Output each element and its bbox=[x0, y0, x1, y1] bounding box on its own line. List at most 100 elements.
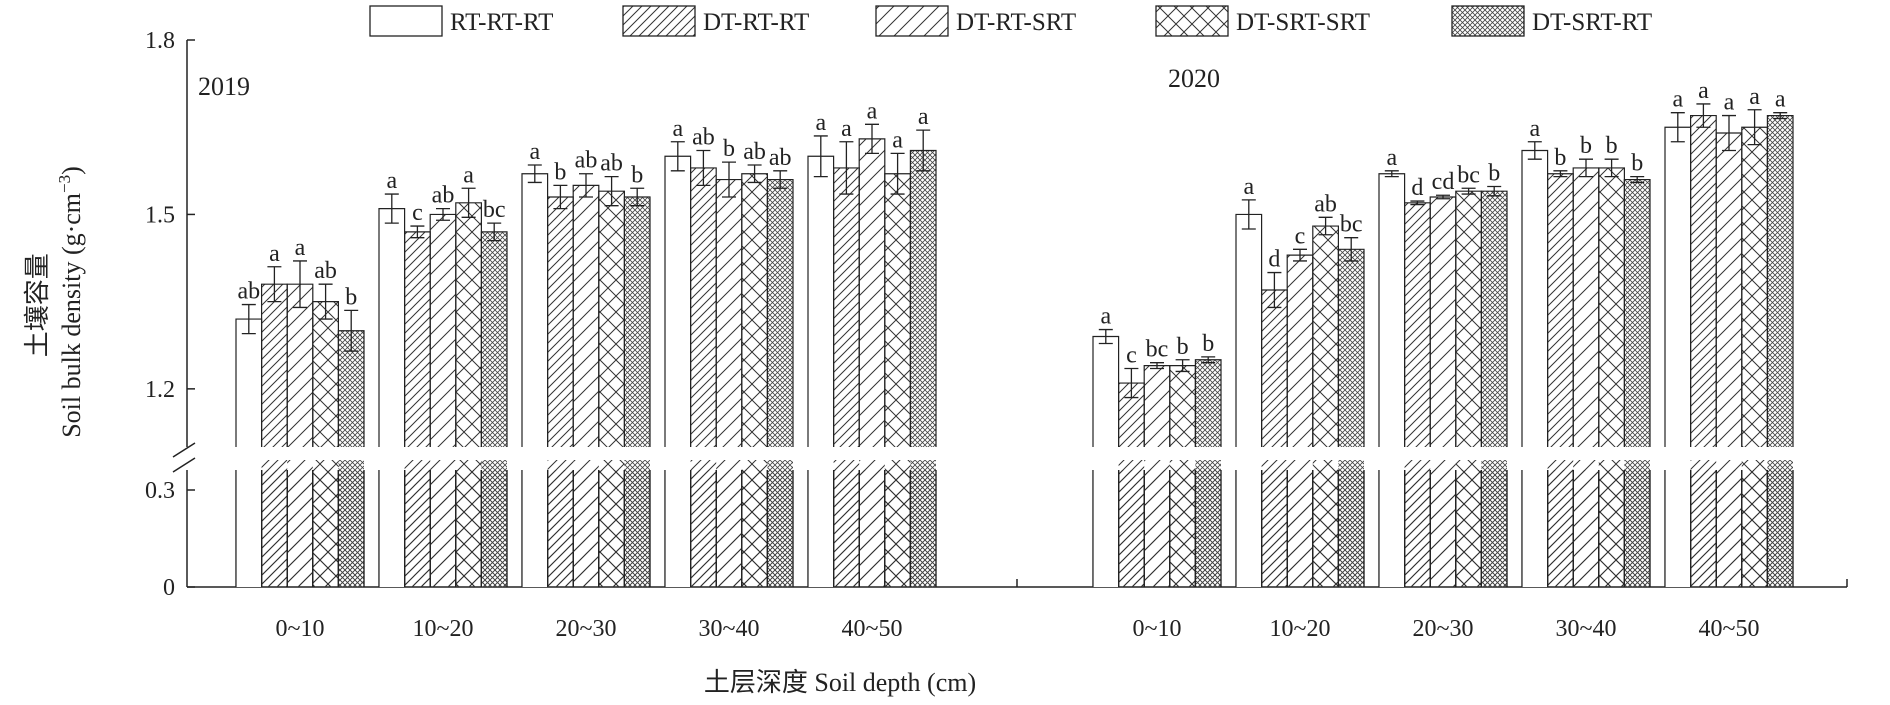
error-bar bbox=[1722, 114, 1736, 152]
significance-letter: b bbox=[1554, 145, 1566, 171]
bar-lower bbox=[573, 470, 599, 587]
significance-letter: d bbox=[1411, 175, 1423, 201]
y-axis-title-en: Soil bulk density (g·cm−3) bbox=[55, 166, 86, 438]
legend-label: DT-SRT-SRT bbox=[1236, 9, 1370, 36]
bar-upper bbox=[833, 167, 860, 447]
significance-letter: a bbox=[918, 104, 929, 130]
bar-lower bbox=[833, 470, 860, 587]
error-bar bbox=[1124, 367, 1139, 399]
bar-lower bbox=[1287, 470, 1313, 587]
x-tick-label: 30~40 bbox=[699, 616, 760, 642]
bar-lower bbox=[741, 470, 768, 587]
error-bar bbox=[267, 266, 282, 303]
bar-lower bbox=[859, 470, 885, 587]
significance-letter: ab bbox=[743, 139, 766, 165]
significance-letter: a bbox=[867, 98, 878, 124]
bar-upper bbox=[1261, 290, 1288, 447]
error-bar bbox=[410, 225, 425, 239]
error-bar bbox=[1436, 194, 1450, 200]
bar-lower-outline bbox=[1623, 470, 1651, 587]
bar-upper bbox=[767, 179, 793, 448]
bar-upper bbox=[287, 284, 313, 447]
legend-label: DT-SRT-RT bbox=[1532, 9, 1652, 36]
significance-letter: ab bbox=[692, 124, 715, 150]
error-bar bbox=[1553, 170, 1568, 178]
bar-upper bbox=[665, 156, 691, 448]
x-tick-label: 10~20 bbox=[1270, 616, 1331, 642]
x-tick-label: 10~20 bbox=[413, 616, 474, 642]
error-bar bbox=[579, 173, 593, 198]
bar-upper bbox=[1195, 359, 1221, 447]
significance-letter: a bbox=[1386, 145, 1397, 171]
error-bar bbox=[813, 135, 828, 178]
bar-lower-outline bbox=[766, 470, 794, 587]
bar-lower-outline bbox=[1194, 470, 1222, 587]
significance-letter: a bbox=[841, 116, 852, 142]
error-bar bbox=[604, 175, 619, 207]
bar-lower bbox=[1379, 470, 1405, 587]
significance-letter: a bbox=[892, 127, 903, 153]
bar-lower bbox=[1118, 470, 1145, 587]
bar-upper bbox=[1379, 173, 1405, 447]
error-bar bbox=[630, 187, 645, 207]
bar-lower bbox=[1547, 470, 1574, 587]
significance-letter: a bbox=[1698, 78, 1709, 104]
bar-upper bbox=[1767, 115, 1793, 447]
error-bar bbox=[1670, 112, 1685, 143]
x-tick-label: 30~40 bbox=[1556, 616, 1617, 642]
y-tick-label: 1.5 bbox=[145, 202, 175, 228]
error-bar bbox=[747, 164, 762, 184]
bar-upper bbox=[1522, 150, 1548, 447]
significance-letter: ab bbox=[432, 183, 455, 209]
bar-upper bbox=[884, 173, 911, 447]
significance-letter: a bbox=[1100, 304, 1111, 330]
error-bar bbox=[487, 222, 502, 242]
bar-lower bbox=[1261, 470, 1288, 587]
y-tick-label: 1.8 bbox=[145, 28, 175, 54]
bar-upper bbox=[379, 208, 405, 447]
bar-upper bbox=[1716, 133, 1742, 447]
y-axis-title: 土壤容量 Soil bulk density (g·cm−3) bbox=[23, 166, 86, 438]
significance-letter: ab bbox=[575, 148, 598, 174]
bar-lower bbox=[312, 470, 339, 587]
bar-upper bbox=[1481, 191, 1507, 447]
bar-lower bbox=[1522, 470, 1548, 587]
panel-year-label: 2020 bbox=[1168, 64, 1220, 93]
bar-lower bbox=[1716, 470, 1742, 587]
y-axis-title-cn: 土壤容量 bbox=[23, 253, 52, 357]
bar-lower bbox=[1195, 470, 1221, 587]
bar-lower bbox=[884, 470, 911, 587]
significance-letter: a bbox=[1724, 90, 1735, 116]
significance-letter: c bbox=[412, 200, 423, 226]
bar-upper bbox=[690, 167, 717, 447]
panel-year-label: 2019 bbox=[198, 72, 250, 101]
significance-letter: a bbox=[1749, 84, 1760, 110]
legend-swatch bbox=[1155, 5, 1229, 37]
significance-letter: bc bbox=[483, 197, 506, 223]
significance-letter: b bbox=[1202, 331, 1214, 357]
error-bar bbox=[1604, 158, 1619, 178]
bar-upper bbox=[1404, 202, 1431, 447]
bar-upper bbox=[859, 138, 885, 448]
significance-letter: b bbox=[1488, 161, 1500, 187]
error-bar bbox=[839, 141, 854, 195]
bar-lower bbox=[287, 470, 313, 587]
error-bar bbox=[1747, 109, 1762, 146]
bar-lower bbox=[690, 470, 717, 587]
bar-lower bbox=[716, 470, 742, 587]
error-bar bbox=[1527, 141, 1542, 160]
significance-letter: ab bbox=[769, 145, 792, 171]
significance-letter: b bbox=[1606, 133, 1618, 159]
bar-upper bbox=[481, 231, 507, 447]
bar-upper bbox=[1338, 249, 1364, 447]
bar-upper bbox=[1598, 167, 1625, 447]
significance-letter: b bbox=[631, 162, 643, 188]
bar-lower bbox=[624, 470, 650, 587]
bar-upper bbox=[430, 214, 456, 447]
error-bar bbox=[890, 152, 905, 195]
significance-letter: a bbox=[1775, 87, 1786, 113]
error-bar bbox=[293, 260, 307, 309]
bar-lower bbox=[1573, 470, 1599, 587]
error-bar bbox=[1098, 328, 1113, 345]
